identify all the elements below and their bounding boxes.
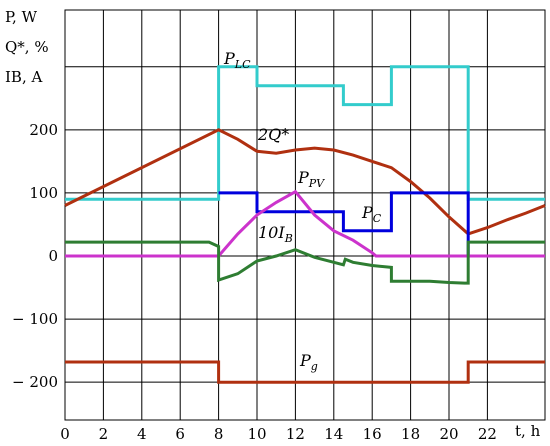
series-layer xyxy=(64,65,546,384)
x-tick-label: 2 xyxy=(99,425,109,443)
y-axis-label-line-1: P, W xyxy=(5,8,38,26)
x-tick-label: 4 xyxy=(137,425,147,443)
x-axis-label: t, h xyxy=(515,422,541,440)
y-axis-label-line-3: IB, A xyxy=(5,68,42,86)
series-label-pc: PC xyxy=(361,203,382,225)
y-tick-label: − 200 xyxy=(12,373,58,391)
series-label-plc: PLC xyxy=(223,49,251,71)
plot-frame xyxy=(64,9,546,421)
series-line-2q xyxy=(64,128,546,236)
series-label-2q: 2Q* xyxy=(257,125,289,144)
x-tick-label: 20 xyxy=(439,425,458,443)
x-tick-label: 0 xyxy=(60,425,70,443)
y-tick-label: 100 xyxy=(29,184,58,202)
series-label-ppv: PPV xyxy=(297,168,325,190)
y-tick-label: − 100 xyxy=(12,310,58,328)
x-tick-label: 6 xyxy=(175,425,185,443)
series-line-10ib xyxy=(65,240,545,285)
series-line-ppv xyxy=(65,189,545,258)
x-tick-label: 12 xyxy=(286,425,305,443)
series-label-pg: Pg xyxy=(299,351,318,373)
y-tick-label: 0 xyxy=(48,247,58,265)
x-tick-label: 16 xyxy=(363,425,382,443)
x-tick-label: 10 xyxy=(247,425,266,443)
y-axis-label-line-2: Q*, % xyxy=(5,38,49,56)
series-label-10ib: 10IB xyxy=(258,223,293,245)
x-tick-label: 18 xyxy=(401,425,420,443)
y-tick-label: 200 xyxy=(29,121,58,139)
x-tick-label: 14 xyxy=(324,425,343,443)
series-line-plc xyxy=(65,65,545,201)
x-tick-label: 8 xyxy=(214,425,224,443)
series-line-pc xyxy=(218,191,470,256)
x-tick-label: 22 xyxy=(478,425,497,443)
tick-labels: 0 2 4 6 8 10 12 14 16 18 20 22 − 200 − 100 0 100 200 xyxy=(12,121,497,443)
series-line-pg xyxy=(65,360,545,384)
